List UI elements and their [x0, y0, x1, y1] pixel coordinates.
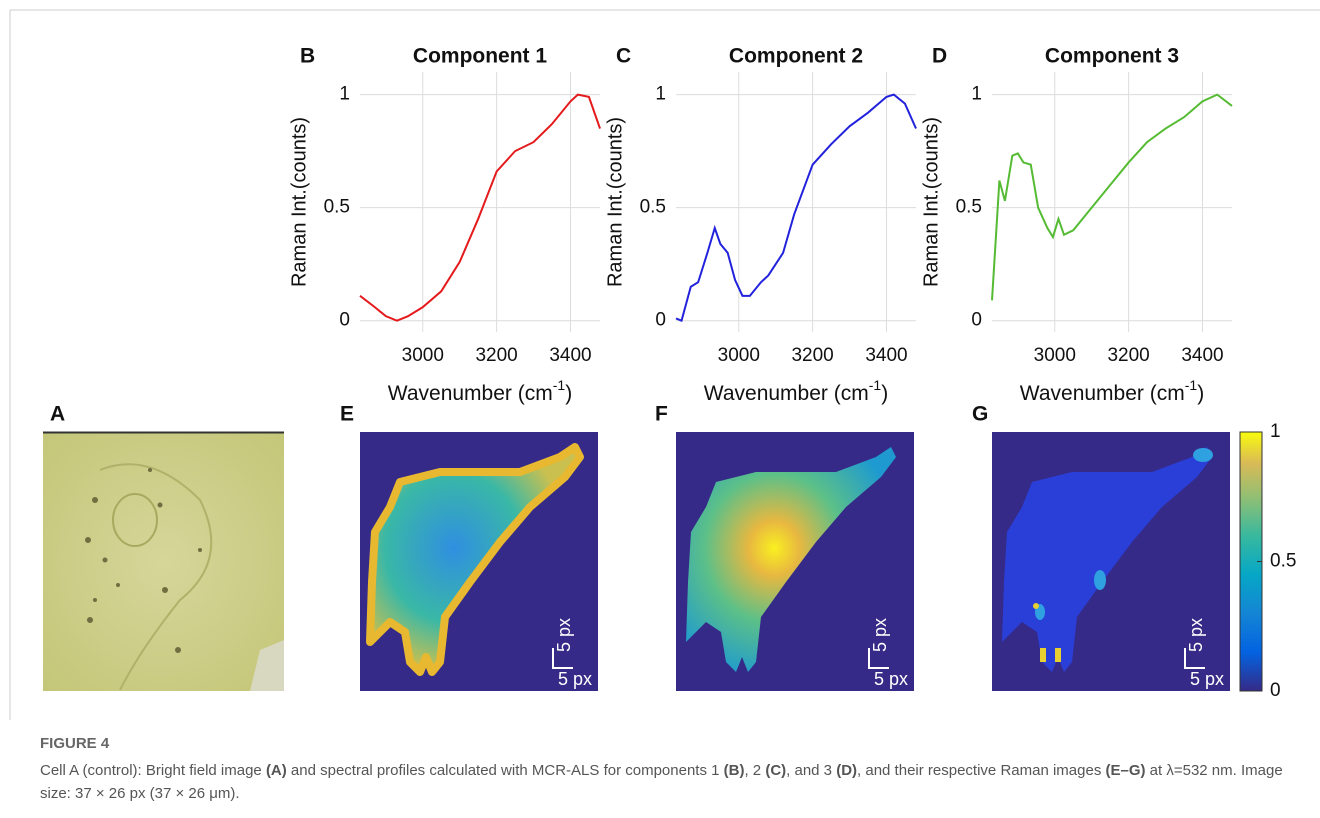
caption-ref: (D) [836, 762, 858, 779]
scale-label: 5 px [1190, 669, 1224, 689]
panel-label: A [50, 403, 65, 426]
scale-bar [1184, 648, 1205, 669]
panel-label: F [655, 403, 668, 426]
x-tick-label: 3400 [865, 345, 907, 366]
colorbar-tick-label: 0 [1270, 680, 1281, 701]
caption-ref: (B) [723, 762, 745, 779]
caption-text: at λ=532 nm. Image size: 37 × 26 px (37 … [40, 762, 1283, 802]
caption-text: , and 3 [786, 762, 837, 779]
x-tick-label: 3200 [475, 345, 517, 366]
bright-field-image [43, 431, 284, 691]
x-axis-label-sup: -1 [869, 377, 882, 393]
y-tick-label: 1 [655, 84, 666, 105]
y-tick-label: 0.5 [640, 197, 666, 218]
x-axis-label: Wavenumber (cm-1) [704, 377, 888, 405]
scale-label: 5 px [874, 669, 908, 689]
x-tick-label: 3200 [791, 345, 833, 366]
x-axis-label-text: Wavenumber (cm [388, 382, 553, 405]
raman-image-e [360, 432, 598, 691]
x-tick-label: 3400 [549, 345, 591, 366]
scale-label: 5 px [870, 618, 890, 652]
caption-text: , and their respective Raman images [857, 762, 1106, 779]
chart-title: Component 2 [729, 45, 863, 68]
chart-title: Component 1 [413, 45, 547, 68]
panel-label: B [300, 45, 315, 68]
x-axis-label-text: Wavenumber (cm [704, 382, 869, 405]
spectrum-line [675, 93, 917, 323]
caption-text: , 2 [744, 762, 766, 779]
y-tick-label: 0.5 [324, 197, 350, 218]
y-tick-label: 0 [655, 310, 666, 331]
plot-area [360, 72, 600, 332]
y-tick-label: 0.5 [956, 197, 982, 218]
y-tick-label: 0 [971, 310, 982, 331]
raman-image-f [676, 432, 914, 691]
figure-graphics: 3000 3200 3400 0 0.5 1 Component 1 B Raman Int.(… [9, 9, 1320, 720]
colorbar-tick-label: 0.5 [1270, 551, 1296, 572]
plot-area [676, 72, 916, 332]
x-axis-label-end: ) [1197, 382, 1204, 405]
y-axis-label: Raman Int.(counts) [604, 117, 626, 287]
x-tick-label: 3000 [718, 345, 760, 366]
x-tick-label: 3200 [1107, 345, 1149, 366]
raman-image-g [992, 432, 1230, 691]
x-axis-label: Wavenumber (cm-1) [1020, 377, 1204, 405]
spectrum-line [359, 93, 601, 322]
scale-label: 5 px [554, 618, 574, 652]
y-axis-label: Raman Int.(counts) [920, 117, 942, 287]
x-tick-label: 3000 [402, 345, 444, 366]
scale-bar [552, 648, 573, 669]
y-tick-label: 1 [971, 84, 982, 105]
x-axis-label-end: ) [881, 382, 888, 405]
caption-ref: (C) [765, 762, 787, 779]
y-axis-label: Raman Int.(counts) [288, 117, 310, 287]
caption-ref: (E–G) [1105, 762, 1146, 779]
chart-title: Component 3 [1045, 45, 1179, 68]
caption-title: FIGURE 4 [40, 735, 110, 752]
x-axis-label: Wavenumber (cm-1) [388, 377, 572, 405]
spectrum-line [991, 93, 1233, 301]
x-tick-label: 3400 [1181, 345, 1223, 366]
y-tick-label: 1 [339, 84, 350, 105]
x-axis-label-text: Wavenumber (cm [1020, 382, 1185, 405]
panel-label: G [972, 403, 988, 426]
y-tick-label: 0 [339, 310, 350, 331]
caption-text: Cell A (control): Bright field image [40, 762, 266, 779]
x-axis-label-sup: -1 [1185, 377, 1198, 393]
caption: Cell A (control): Bright field image (A)… [40, 759, 1290, 805]
panel-label: E [340, 403, 354, 426]
plot-area [992, 72, 1232, 332]
panel-label: D [932, 45, 947, 68]
x-axis-label-end: ) [565, 382, 572, 405]
caption-ref: (A) [265, 762, 287, 779]
x-tick-label: 3000 [1034, 345, 1076, 366]
caption-text: and spectral profiles calculated with MC… [286, 762, 724, 779]
colorbar-tick-label: 1 [1270, 421, 1281, 442]
x-axis-label-sup: -1 [553, 377, 566, 393]
scale-bar [868, 648, 889, 669]
scale-label: 5 px [1186, 618, 1206, 652]
panel-label: C [616, 45, 631, 68]
scale-label: 5 px [558, 669, 592, 689]
